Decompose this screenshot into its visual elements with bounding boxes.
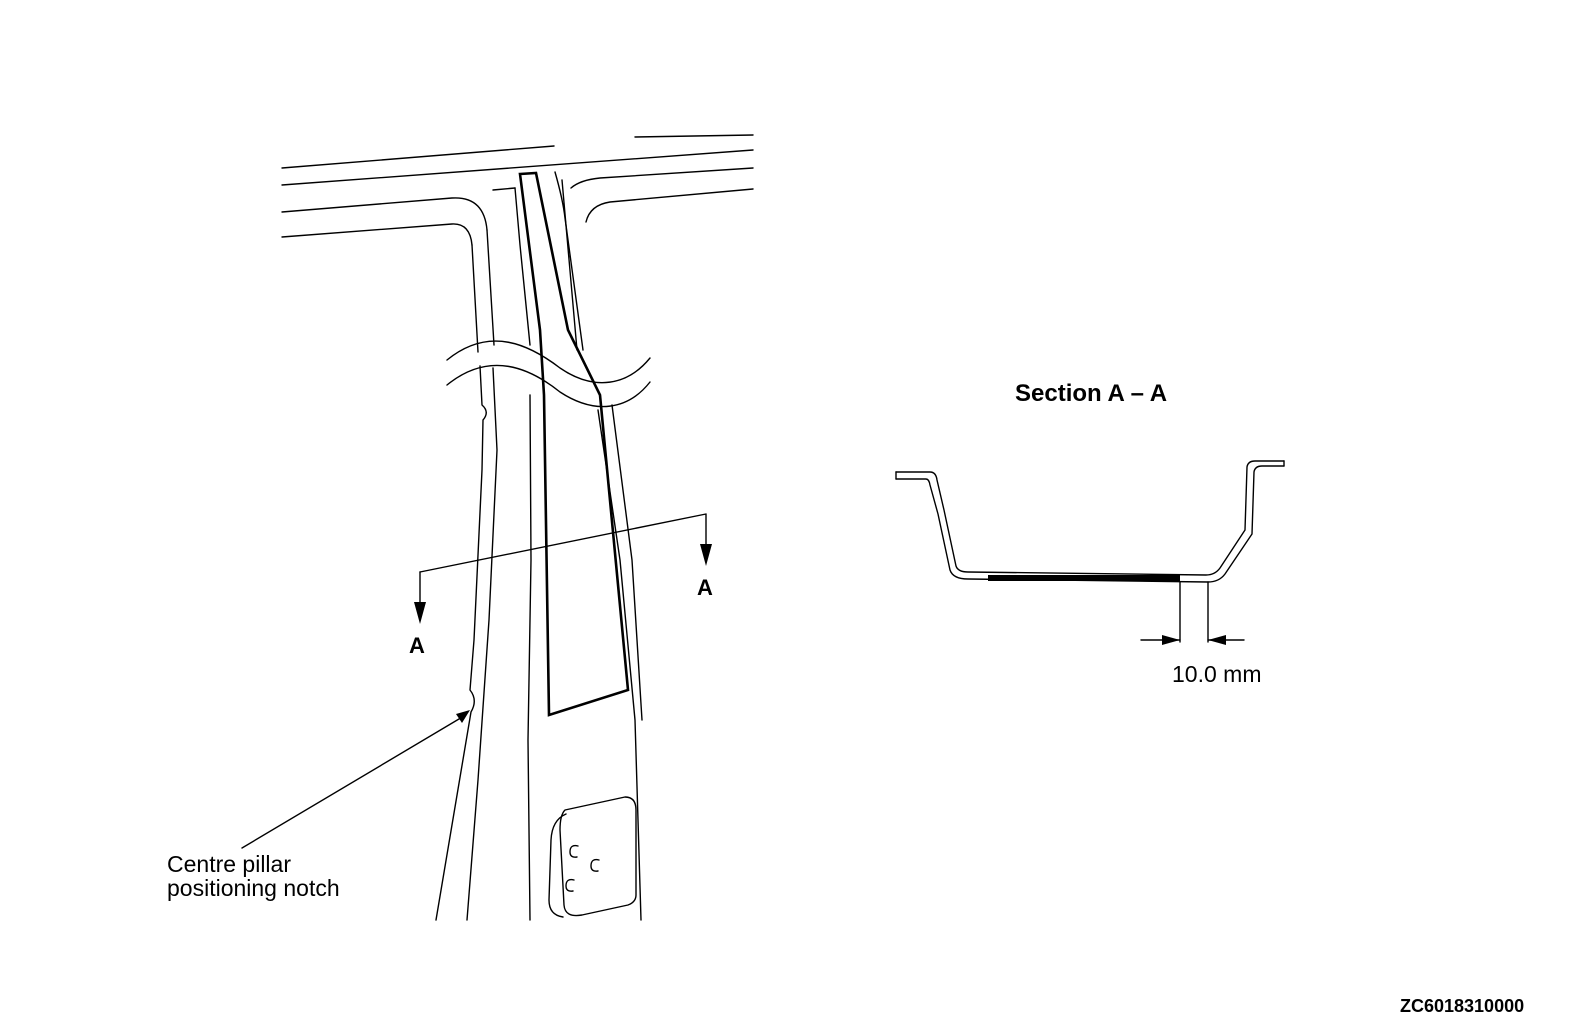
hole-1 xyxy=(569,844,579,858)
hole-3 xyxy=(565,878,575,892)
roof-rail xyxy=(281,134,754,246)
dimension-label: 10.0 mm xyxy=(1172,661,1261,687)
dimension-arrow-right xyxy=(1208,635,1226,645)
section-line xyxy=(414,513,712,624)
figure-code: ZC6018310000 xyxy=(1400,996,1524,1016)
hole-2 xyxy=(590,858,600,872)
section-marker-left: A xyxy=(409,633,425,658)
arrow-down-left xyxy=(414,602,426,624)
pillar-lower xyxy=(435,365,643,921)
arrow-down-right xyxy=(700,544,712,566)
leader-arrowhead xyxy=(456,710,470,723)
callout-leader xyxy=(241,710,470,849)
pillar-upper xyxy=(471,171,584,353)
dimension-arrow-left xyxy=(1162,635,1180,645)
section-marker-right: A xyxy=(697,575,713,600)
section-title: Section A – A xyxy=(1015,380,1167,407)
cross-section-profile xyxy=(895,460,1285,583)
break-symbol xyxy=(446,340,651,408)
adhesive-strip xyxy=(988,575,1180,581)
trim-panel-outline xyxy=(518,171,630,717)
lower-panel xyxy=(548,796,637,918)
callout-label-line2: positioning notch xyxy=(167,875,340,901)
dimension xyxy=(1140,581,1245,645)
callout-label-line1: Centre pillar xyxy=(167,851,291,877)
